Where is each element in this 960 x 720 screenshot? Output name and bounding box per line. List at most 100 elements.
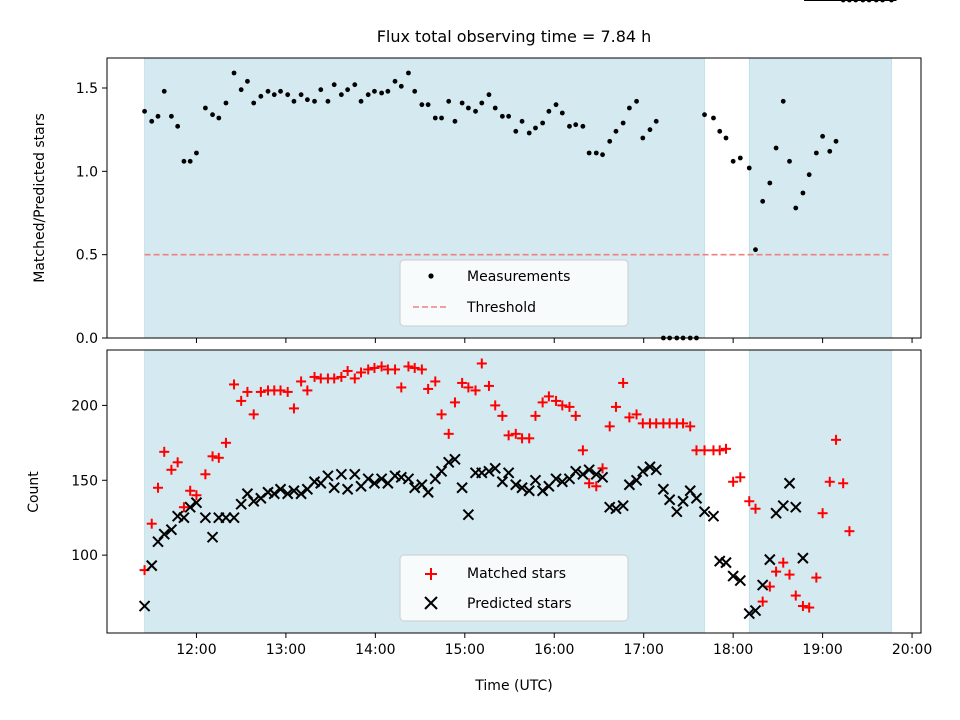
predicted-star-point [235, 498, 247, 510]
measurement-point [820, 133, 826, 139]
predicted-star-point [206, 531, 219, 543]
predicted-star-point [690, 492, 703, 504]
measurement-point [519, 118, 525, 124]
matched-star-point [309, 371, 320, 382]
x-tick-label: 12:00 [176, 642, 216, 658]
matched-star-point [610, 401, 621, 412]
predicted-star-point [797, 552, 809, 564]
predicted-star-point [644, 461, 656, 473]
matched-star-point [416, 364, 427, 375]
predicted-star-point [349, 468, 361, 480]
matched-star-point [146, 518, 157, 529]
measurement-point [271, 92, 277, 98]
measurement-point [231, 70, 237, 76]
x-tick-label: 18:00 [713, 642, 753, 658]
top-y-axis-label: Matched/Predicted stars [32, 113, 48, 283]
matched-star-point [159, 446, 170, 457]
y-tick-label: 0.0 [76, 331, 98, 347]
matched-star-point [557, 400, 568, 411]
matched-star-point [570, 410, 581, 421]
matched-star-point [423, 383, 434, 394]
measurement-point [194, 150, 199, 156]
matched-star-point [430, 376, 441, 387]
predicted-star-point [743, 607, 755, 620]
predicted-star-point [456, 482, 468, 494]
measurement-point [238, 87, 244, 93]
shaded-region [748, 57, 892, 339]
matched-star-point [824, 476, 835, 487]
measurement-point [746, 165, 752, 171]
legend-plus-icon [425, 568, 437, 580]
matched-star-point [178, 502, 189, 513]
matched-star-point [255, 386, 266, 397]
measurement-point [372, 88, 377, 94]
measurement-point [473, 108, 478, 114]
measurement-point [600, 152, 605, 158]
measurement-point [787, 158, 792, 164]
measurement-point [737, 155, 743, 161]
predicted-star-point [190, 497, 203, 509]
predicted-star-point [368, 477, 381, 489]
predicted-star-point [247, 495, 260, 507]
predicted-star-point [322, 470, 334, 482]
top-legend: Measurements Threshold [399, 259, 629, 327]
x-tick-label: 13:00 [266, 642, 306, 658]
y-tick-label: 1.5 [76, 81, 98, 97]
matched-star-point [200, 469, 211, 480]
predicted-star-point [422, 486, 434, 498]
predicted-star-point [281, 488, 294, 500]
matched-star-point [631, 409, 642, 420]
measurement-point [459, 100, 465, 106]
measurement-point [352, 82, 358, 88]
matched-star-point [242, 386, 253, 397]
matched-star-point [797, 601, 808, 612]
y-tick-label: 0.5 [76, 248, 98, 264]
predicted-star-point [734, 574, 747, 587]
measurement-point [155, 113, 161, 119]
predicted-star-point [268, 488, 280, 500]
matched-star-point [457, 377, 468, 388]
matched-star-point [275, 385, 286, 396]
matched-star-point [784, 569, 795, 580]
matched-star-point [220, 437, 231, 448]
measurement-point [620, 120, 626, 126]
matched-star-point [236, 395, 247, 406]
measurement-point [827, 148, 833, 154]
matched-star-point [503, 430, 514, 441]
matched-star-point [811, 572, 822, 583]
measurement-point [446, 98, 452, 104]
measurement-point [452, 118, 458, 124]
measurement-point [358, 98, 364, 104]
predicted-star-point [617, 500, 629, 512]
predicted-star-point [228, 511, 240, 524]
measurement-point [398, 83, 404, 89]
predicted-star-point [184, 501, 196, 513]
top-y-ticks: 0.0 0.5 1.0 1.5 [76, 81, 107, 347]
matched-star-point [537, 397, 548, 408]
measurement-point [760, 198, 766, 204]
matched-star-point [463, 382, 474, 393]
predicted-star-point [777, 500, 789, 512]
matched-star-point [764, 581, 775, 592]
x-tick-label: 14:00 [355, 642, 395, 658]
predicted-star-point [199, 511, 212, 524]
matched-stars-points [139, 0, 897, 613]
matched-star-point [604, 421, 615, 432]
measurement-point [169, 113, 174, 119]
predicted-star-point [409, 482, 421, 494]
matched-star-point [356, 367, 367, 378]
measurement-point [526, 130, 532, 136]
measurement-point [385, 88, 391, 94]
measurement-point [331, 82, 337, 88]
measurement-point [304, 97, 310, 103]
measurement-point [245, 78, 250, 84]
measurement-point [559, 110, 565, 116]
matched-star-point [790, 590, 801, 601]
measurement-point [318, 87, 324, 93]
measurement-point [813, 150, 819, 156]
measurement-point [567, 123, 572, 129]
measurement-point [546, 108, 552, 114]
matched-star-point [296, 376, 307, 387]
predicted-star-point [523, 485, 535, 497]
